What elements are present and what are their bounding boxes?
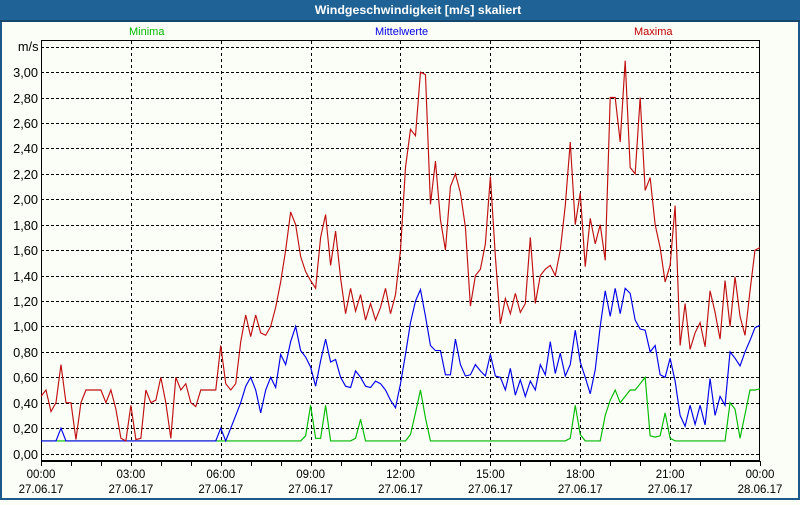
svg-text:09:00: 09:00 (296, 469, 325, 481)
svg-text:00:00: 00:00 (27, 469, 56, 481)
svg-text:28.06.17: 28.06.17 (738, 484, 783, 496)
svg-text:27.06.17: 27.06.17 (558, 484, 603, 496)
svg-text:0,20: 0,20 (13, 421, 38, 436)
svg-text:1,40: 1,40 (13, 269, 38, 284)
svg-text:0,60: 0,60 (13, 370, 38, 385)
svg-text:03:00: 03:00 (116, 469, 145, 481)
svg-text:1,80: 1,80 (13, 218, 38, 233)
svg-text:2,80: 2,80 (13, 91, 38, 106)
svg-text:1,00: 1,00 (13, 319, 38, 334)
svg-text:1,20: 1,20 (13, 294, 38, 309)
svg-text:15:00: 15:00 (476, 469, 505, 481)
svg-text:m/s: m/s (18, 39, 39, 54)
svg-text:1,60: 1,60 (13, 243, 38, 258)
svg-text:27.06.17: 27.06.17 (108, 484, 153, 496)
svg-text:2,20: 2,20 (13, 167, 38, 182)
svg-text:12:00: 12:00 (386, 469, 415, 481)
svg-text:0,80: 0,80 (13, 345, 38, 360)
svg-text:18:00: 18:00 (566, 469, 595, 481)
svg-text:06:00: 06:00 (206, 469, 235, 481)
svg-text:2,60: 2,60 (13, 116, 38, 131)
svg-text:27.06.17: 27.06.17 (19, 484, 64, 496)
svg-text:3,00: 3,00 (13, 65, 38, 80)
svg-text:27.06.17: 27.06.17 (378, 484, 423, 496)
svg-text:0,40: 0,40 (13, 396, 38, 411)
svg-text:2,00: 2,00 (13, 192, 38, 207)
svg-text:00:00: 00:00 (746, 469, 775, 481)
svg-text:27.06.17: 27.06.17 (648, 484, 693, 496)
svg-text:27.06.17: 27.06.17 (198, 484, 243, 496)
svg-text:0,00: 0,00 (13, 447, 38, 462)
svg-text:21:00: 21:00 (656, 469, 685, 481)
svg-text:27.06.17: 27.06.17 (468, 484, 513, 496)
svg-text:2,40: 2,40 (13, 141, 38, 156)
svg-text:27.06.17: 27.06.17 (288, 484, 333, 496)
